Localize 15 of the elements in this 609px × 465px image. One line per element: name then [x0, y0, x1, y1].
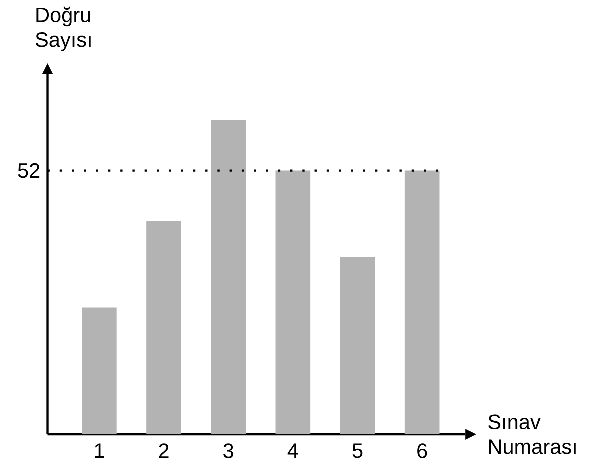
bar — [276, 170, 311, 434]
y-axis-title: Doğru Sayısı — [36, 6, 91, 52]
x-tick-label: 3 — [224, 444, 234, 458]
x-tick-label: 2 — [159, 444, 169, 458]
x-tick-label: 6 — [418, 444, 428, 458]
x-axis-title: Sınav Numarası — [488, 414, 576, 454]
bar — [340, 256, 376, 434]
bar — [146, 221, 182, 434]
bar — [82, 308, 117, 434]
bar — [211, 120, 246, 434]
y-tick-label: 52 — [18, 163, 40, 178]
bar — [404, 170, 440, 434]
x-tick-label: 1 — [95, 444, 104, 458]
x-tick-label: 4 — [288, 444, 298, 458]
x-tick-label: 5 — [352, 444, 363, 458]
